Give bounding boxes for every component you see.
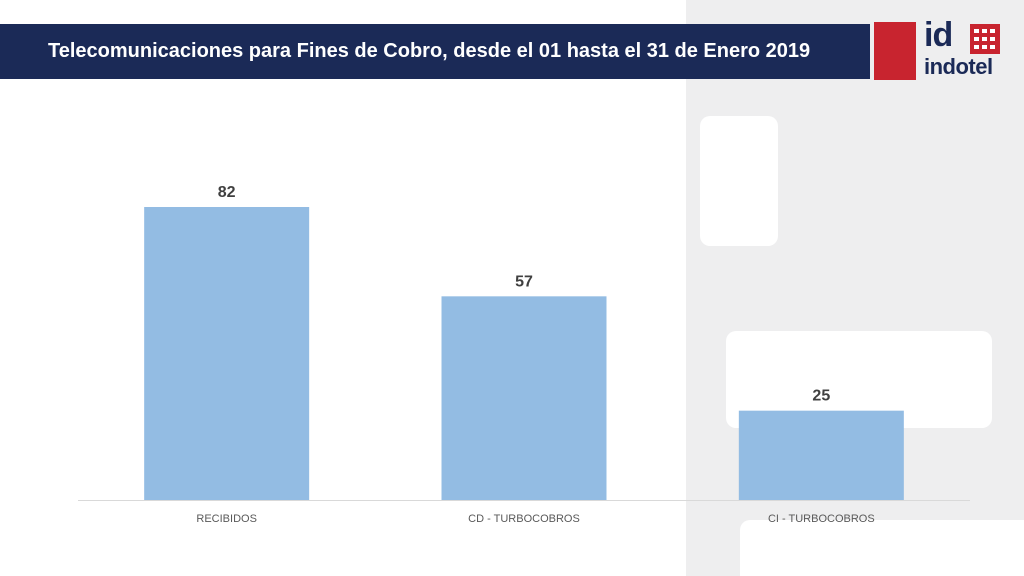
bar-0 — [144, 207, 310, 500]
page-title: Telecomunicaciones para Fines de Cobro, … — [0, 24, 870, 79]
bars-group — [144, 207, 904, 500]
data-label-2: 25 — [812, 388, 830, 405]
background-cutout — [740, 520, 1024, 576]
data-label-0: 82 — [218, 184, 236, 201]
bar-1 — [441, 296, 607, 500]
labels-group: 82 RECIBIDOS 57 CD - TURBOCOBROS 25 CI - TURB… — [196, 184, 874, 525]
x-tick-label-1: CD - TURBOCOBROS — [468, 513, 580, 525]
data-label-1: 57 — [515, 273, 533, 290]
logo-red-block — [874, 22, 916, 80]
logo-mark: id — [924, 16, 953, 54]
background-cutout — [700, 116, 778, 246]
keypad-icon — [970, 24, 1000, 54]
bar-2 — [738, 410, 904, 500]
x-tick-label-0: RECIBIDOS — [196, 513, 257, 525]
logo-wordmark: indotel — [924, 54, 993, 79]
x-tick-label-2: CI - TURBOCOBROS — [768, 513, 875, 525]
indotel-logo: id indotel — [874, 16, 1004, 82]
